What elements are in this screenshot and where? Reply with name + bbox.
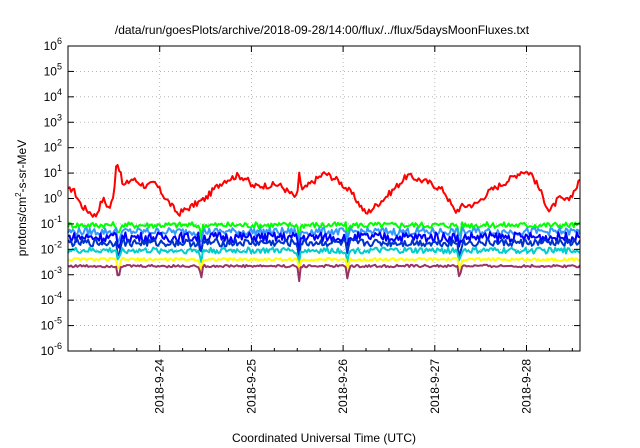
y-tick-label: 102	[44, 138, 62, 155]
series-line	[67, 263, 581, 283]
series-line	[67, 246, 581, 264]
chart-grid	[68, 46, 580, 351]
y-axis-label: protons/cm2-s-sr-MeV	[14, 140, 29, 256]
x-tick-label: 2018-9-28	[520, 359, 534, 414]
y-tick-label: 10-2	[41, 239, 62, 256]
y-tick-label: 106	[44, 36, 62, 53]
series-line	[67, 164, 581, 218]
y-tick-label: 10-3	[41, 265, 62, 282]
series-line	[67, 226, 581, 247]
series-line	[67, 238, 581, 261]
x-axis-label: Coordinated Universal Time (UTC)	[232, 431, 416, 445]
series-line	[67, 221, 581, 244]
x-axis-ticks: 2018-9-24 2018-9-25 2018-9-26 2018-9-27 2018…	[90, 46, 573, 414]
y-tick-label: 10-1	[41, 214, 62, 231]
x-tick-label: 2018-9-26	[336, 359, 350, 414]
y-axis-ticks: 10-6 10-5 10-4 10-3 10-2 10-1 100 101 102 103 104 1…	[41, 36, 580, 358]
x-tick-label: 2018-9-27	[428, 359, 442, 414]
y-tick-label: 104	[44, 87, 62, 104]
y-tick-label: 103	[44, 112, 62, 129]
series-line	[67, 256, 581, 275]
y-tick-label: 10-5	[41, 316, 62, 333]
y-tick-label: 101	[44, 163, 62, 180]
series-line	[67, 231, 581, 253]
x-tick-label: 2018-9-25	[244, 359, 258, 414]
y-tick-label: 105	[44, 61, 62, 78]
chart-series	[67, 164, 581, 283]
chart-title: /data/run/goesPlots/archive/2018-09-28/1…	[115, 23, 530, 37]
y-tick-label: 10-4	[41, 290, 62, 307]
x-tick-label: 2018-9-24	[153, 359, 167, 414]
y-tick-label: 100	[44, 189, 62, 206]
y-tick-label: 10-6	[41, 341, 62, 358]
